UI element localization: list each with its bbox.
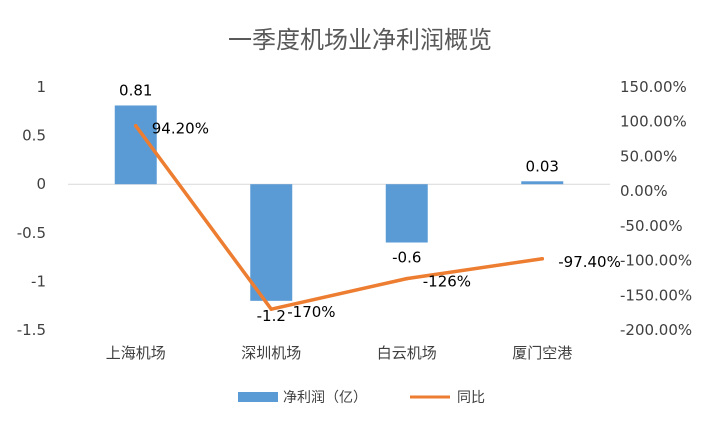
- bar-value-label: -1.2: [257, 307, 286, 325]
- bar-4: [521, 181, 564, 185]
- y-right-tick-label: -150.00%: [620, 286, 692, 304]
- x-category-label: 上海机场: [106, 344, 166, 362]
- y-right-tick-label: -200.00%: [620, 321, 692, 339]
- legend-bar-label: 净利润（亿）: [283, 390, 367, 406]
- line-value-label: -97.40%: [558, 253, 621, 271]
- line-point-1: [133, 123, 138, 128]
- data-labels: 0.81 -1.2 -0.6 0.03 94.20% -170% -126% -97.40%: [119, 81, 621, 324]
- y-left-tick-label: -1.5: [17, 321, 46, 339]
- line-point-3: [404, 276, 409, 281]
- y-right-tick-label: -50.00%: [620, 217, 683, 235]
- y-left-tick-label: 0: [36, 175, 46, 193]
- line-series: [133, 123, 545, 311]
- y-right-tick-label: 150.00%: [620, 78, 687, 96]
- bar-3: [385, 184, 428, 243]
- line-series-path: [134, 123, 544, 311]
- legend-line-label: 同比: [457, 390, 485, 406]
- bar-value-label: 0.03: [526, 157, 559, 175]
- chart-title: 一季度机场业净利润概览: [228, 26, 492, 54]
- line-value-label: -170%: [287, 303, 335, 321]
- y-right-tick-label: 100.00%: [620, 113, 687, 131]
- line-point-4: [540, 256, 545, 261]
- y-left-tick-label: -0.5: [17, 224, 46, 242]
- x-category-label: 厦门空港: [512, 344, 572, 362]
- legend-bar-swatch: [238, 392, 278, 402]
- x-category-label: 深圳机场: [241, 344, 301, 362]
- line-value-label: -126%: [423, 273, 471, 291]
- y-right-tick-label: 50.00%: [620, 147, 677, 165]
- axes: 1 0.5 0 -0.5 -1 -1.5 150.00% 100.00% 50.00% 0.00%…: [17, 78, 692, 362]
- y-left-tick-label: -1: [31, 272, 46, 290]
- line-point-2: [269, 307, 274, 311]
- y-right-tick-label: 0.00%: [620, 182, 668, 200]
- bar-series: [114, 105, 564, 301]
- y-right-tick-label: -100.00%: [620, 252, 692, 270]
- bar-value-label: 0.81: [119, 81, 152, 99]
- line-value-label: 94.20%: [152, 120, 209, 138]
- bar-value-label: -0.6: [392, 249, 421, 267]
- legend: 净利润（亿） 同比: [238, 390, 485, 406]
- y-left-tick-label: 1: [36, 78, 46, 96]
- bar-2: [250, 184, 293, 301]
- y-left-tick-label: 0.5: [22, 127, 46, 145]
- x-category-label: 白云机场: [377, 344, 437, 362]
